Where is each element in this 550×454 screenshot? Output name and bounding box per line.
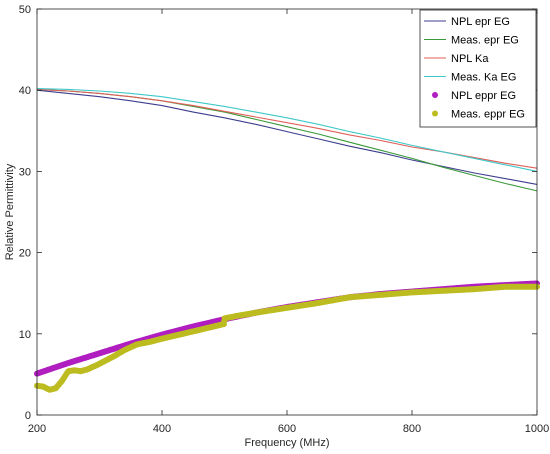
series-line-3 xyxy=(36,88,538,172)
x-tick-label: 400 xyxy=(153,423,171,435)
legend-swatch xyxy=(432,110,438,117)
x-axis-label: Frequency (MHz) xyxy=(245,437,330,449)
legend-swatch xyxy=(432,92,438,98)
x-tick-label: 1000 xyxy=(525,423,549,435)
legend-entry: NPL eppr EG xyxy=(451,90,516,102)
legend-entry: Meas. Ka EG xyxy=(451,72,516,84)
x-tick-label: 200 xyxy=(28,423,46,435)
legend: NPL epr EG Meas. epr EG NPL Ka Meas. Ka EG N… xyxy=(419,9,537,128)
legend-entry: Meas. epr EG xyxy=(451,35,519,47)
x-tick-label: 800 xyxy=(403,423,421,435)
series-layer xyxy=(34,88,540,393)
y-tick-label: 20 xyxy=(19,248,31,260)
legend-entry: Meas. eppr EG xyxy=(451,109,525,121)
y-tick-label: 0 xyxy=(25,410,31,422)
y-tick-label: 10 xyxy=(19,329,31,341)
series-line-0 xyxy=(36,89,538,185)
y-tick-label: 50 xyxy=(19,4,31,16)
y-axis-label: Relative Permittivity xyxy=(4,163,16,260)
y-tick-label: 30 xyxy=(19,166,31,178)
legend-box xyxy=(419,9,537,128)
ticks-layer: 200 400 600 800 1000 0 10 20 30 40 50 xyxy=(19,4,549,435)
x-tick-label: 600 xyxy=(278,423,296,435)
legend-entry: NPL Ka xyxy=(451,53,489,65)
legend-entry: NPL epr EG xyxy=(451,16,510,28)
y-tick-label: 40 xyxy=(19,85,31,97)
series-markers-5 xyxy=(34,283,540,393)
